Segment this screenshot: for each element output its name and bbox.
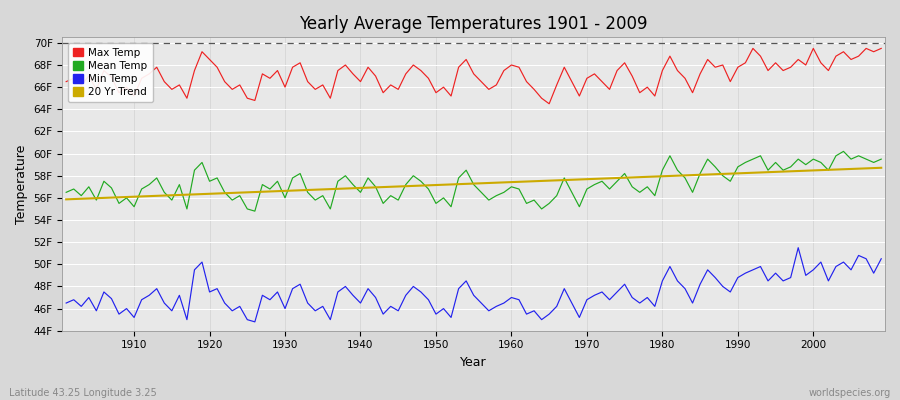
Title: Yearly Average Temperatures 1901 - 2009: Yearly Average Temperatures 1901 - 2009 [300, 15, 648, 33]
X-axis label: Year: Year [461, 356, 487, 369]
Y-axis label: Temperature: Temperature [15, 144, 28, 224]
Legend: Max Temp, Mean Temp, Min Temp, 20 Yr Trend: Max Temp, Mean Temp, Min Temp, 20 Yr Tre… [68, 42, 153, 102]
Text: Latitude 43.25 Longitude 3.25: Latitude 43.25 Longitude 3.25 [9, 388, 157, 398]
Text: worldspecies.org: worldspecies.org [809, 388, 891, 398]
